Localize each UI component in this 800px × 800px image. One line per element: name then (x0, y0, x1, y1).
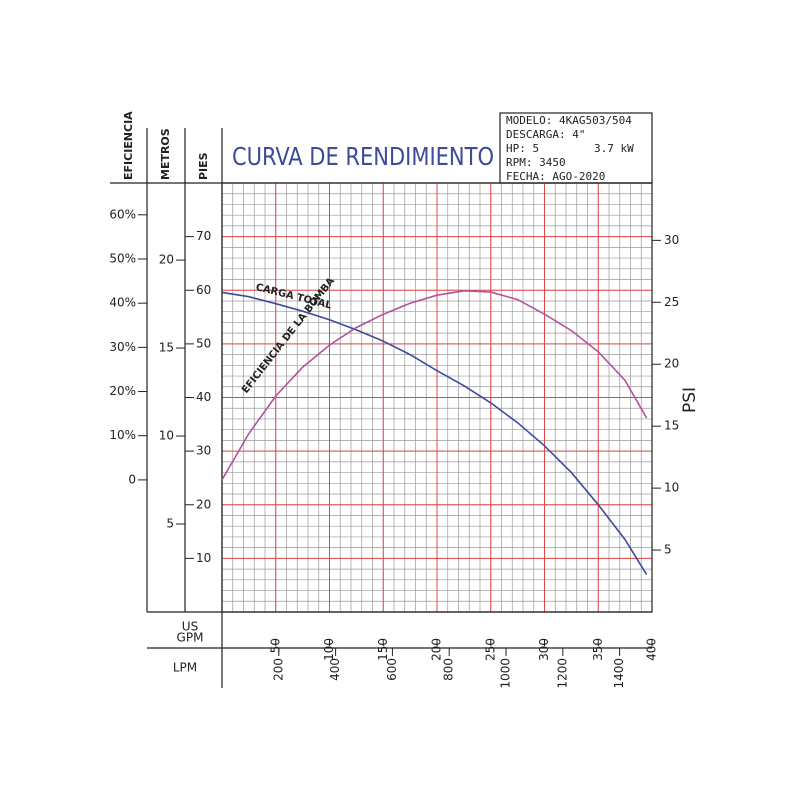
axis-title: METROS (159, 128, 172, 180)
series-line (221, 289, 648, 481)
y-tick-label: 40 (196, 390, 211, 404)
info-text: RPM: 3450 (506, 156, 566, 169)
info-text: MODELO: 4KAG503/504 (506, 114, 632, 127)
eficiencia-tick-label: 10% (109, 428, 136, 442)
y-tick-label: 10 (196, 551, 211, 565)
info-text: HP: 5 (506, 142, 539, 155)
x2-tick-label: 1000 (499, 658, 513, 689)
y2-tick-label: 15 (664, 419, 679, 433)
eficiencia-tick-label: 40% (109, 296, 136, 310)
y-tick-label: 70 (196, 229, 211, 243)
frame (110, 112, 653, 688)
y2-tick-label: 5 (664, 543, 672, 557)
x-tick-label: 250 (483, 638, 497, 661)
y-tick-label: 60 (196, 283, 211, 297)
info-text: DESCARGA: 4" (506, 128, 585, 141)
y-tick-label: 50 (196, 336, 211, 350)
metros-tick-label: 20 (159, 253, 174, 267)
axis-title: PSI (680, 387, 700, 413)
eficiencia-tick-label: 60% (109, 207, 136, 221)
x2-tick-label: 200 (271, 658, 285, 681)
x2-tick-label: 600 (385, 658, 399, 681)
y-tick-label: 30 (196, 444, 211, 458)
eficiencia-tick-label: 20% (109, 384, 136, 398)
axis-title: PIES (197, 152, 210, 180)
y-tick-label: 20 (196, 497, 211, 511)
x-tick-label: 50 (268, 638, 282, 653)
info-text: 3.7 kW (594, 142, 634, 155)
x-tick-label: 100 (322, 638, 336, 661)
x-tick-label: 150 (376, 638, 390, 661)
metros-tick-label: 15 (159, 341, 174, 355)
info-text: FECHA: AGO-2020 (506, 170, 605, 183)
axis-title: LPM (173, 661, 197, 675)
eficiencia-tick-label: 30% (109, 340, 136, 354)
axis-title: US (182, 620, 198, 634)
x-tick-label: 400 (645, 638, 659, 661)
x2-tick-label: 1200 (555, 658, 569, 689)
metros-tick-label: 5 (166, 517, 174, 531)
y2-tick-label: 25 (664, 295, 679, 309)
x-tick-label: 200 (430, 638, 444, 661)
series-line (221, 291, 648, 575)
x2-tick-label: 800 (442, 658, 456, 681)
chart-title: CURVA DE RENDIMIENTO (232, 142, 494, 171)
y2-tick-label: 30 (664, 233, 679, 247)
y2-tick-label: 10 (664, 481, 679, 495)
axis-title: EFICIENCIA (122, 111, 135, 180)
x-tick-label: 300 (537, 638, 551, 661)
axis-title: GPM (177, 631, 204, 645)
x2-tick-label: 1400 (612, 658, 626, 689)
y2-tick-label: 20 (664, 357, 679, 371)
x2-tick-label: 400 (328, 658, 342, 681)
eficiencia-tick-label: 50% (109, 251, 136, 265)
metros-tick-label: 10 (159, 429, 174, 443)
eficiencia-tick-label: 0 (128, 472, 136, 486)
plot-border (221, 182, 653, 613)
x-tick-label: 350 (591, 638, 605, 661)
